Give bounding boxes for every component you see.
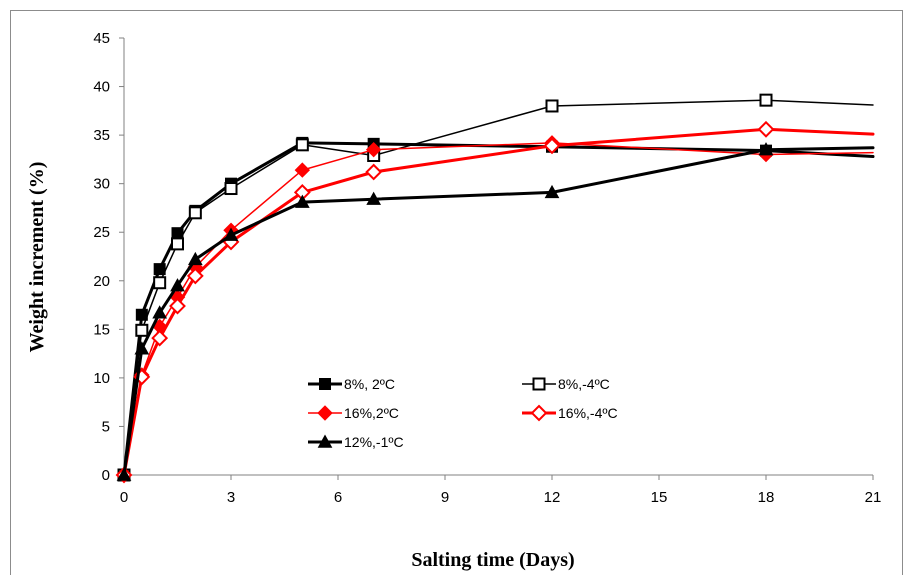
legend-item-3: 16%,2ºC xyxy=(308,405,399,421)
data-point xyxy=(294,162,311,178)
data-point xyxy=(171,237,184,251)
axes: 0 5 10 15 20 25 30 35 40 45 0 3 6 9 12 15 18 21 xyxy=(93,30,881,506)
y-tick-label: 30 xyxy=(93,176,110,193)
y-tick-label: 5 xyxy=(102,418,110,435)
series-layer xyxy=(115,93,875,484)
y-tick-label: 20 xyxy=(93,273,110,290)
series-4 xyxy=(115,120,875,484)
data-point xyxy=(223,227,239,241)
legend-marker xyxy=(530,404,548,422)
data-point xyxy=(135,323,149,337)
data-point xyxy=(152,305,168,319)
y-tick-label: 0 xyxy=(102,467,110,484)
legend-marker xyxy=(317,405,333,421)
data-point xyxy=(366,191,382,205)
legend-label: 16%,-4ºC xyxy=(558,405,618,421)
y-axis-title: Weight increment (%) xyxy=(26,162,48,353)
legend: 8%, 2ºC 8%,-4ºC 16%,2ºC 16%,-4ºC 12%,-1ºC xyxy=(308,376,618,450)
legend-item-1: 8%, 2ºC xyxy=(308,376,395,392)
x-tick-label: 9 xyxy=(441,489,449,506)
x-tick-label: 0 xyxy=(120,489,128,506)
chart-frame xyxy=(10,10,903,575)
y-tick-label: 25 xyxy=(93,224,110,241)
data-point xyxy=(295,138,309,152)
y-tick-label: 10 xyxy=(93,370,110,387)
legend-item-5: 12%,-1ºC xyxy=(308,434,404,450)
data-point xyxy=(116,467,132,481)
x-tick-label: 15 xyxy=(651,489,668,506)
legend-item-2: 8%,-4ºC xyxy=(522,376,610,392)
data-point xyxy=(170,278,185,292)
legend-label: 8%, 2ºC xyxy=(344,376,395,392)
data-point xyxy=(759,93,773,107)
data-point xyxy=(151,329,169,347)
x-axis-title: Salting time (Days) xyxy=(411,549,574,571)
series-2 xyxy=(117,93,874,482)
y-tick-label: 40 xyxy=(93,79,110,96)
data-point xyxy=(134,341,150,355)
x-tick-label: 6 xyxy=(334,489,342,506)
legend-marker xyxy=(319,378,331,390)
x-tick-label: 12 xyxy=(544,489,561,506)
legend-label: 8%,-4ºC xyxy=(558,376,610,392)
data-point xyxy=(187,251,203,266)
data-point xyxy=(758,142,774,156)
data-point xyxy=(169,297,186,315)
data-point xyxy=(224,182,238,196)
series-5 xyxy=(116,142,875,481)
legend-label: 16%,2ºC xyxy=(344,405,399,421)
data-point xyxy=(543,137,561,155)
data-point xyxy=(294,194,310,208)
y-tick-label: 35 xyxy=(93,127,110,144)
data-point xyxy=(365,163,383,181)
legend-item-4: 16%,-4ºC xyxy=(522,404,618,422)
series-line xyxy=(122,146,875,477)
legend-marker xyxy=(317,434,333,448)
data-point xyxy=(544,184,560,199)
data-point xyxy=(186,267,204,285)
y-tick-label: 45 xyxy=(93,30,110,47)
x-tick-label: 18 xyxy=(758,489,775,506)
data-point xyxy=(757,120,775,138)
data-point xyxy=(188,206,202,220)
data-point xyxy=(545,99,559,113)
x-tick-label: 3 xyxy=(227,489,235,506)
data-point xyxy=(365,141,382,158)
legend-marker xyxy=(532,377,546,391)
data-point xyxy=(153,276,167,290)
y-tick-label: 15 xyxy=(93,321,110,338)
legend-label: 12%,-1ºC xyxy=(344,434,404,450)
x-tick-label: 21 xyxy=(865,489,882,506)
